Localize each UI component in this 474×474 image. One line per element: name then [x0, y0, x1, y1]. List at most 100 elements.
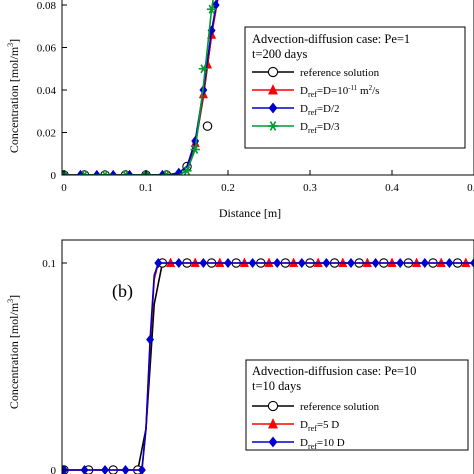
a-legend-label-part: 2: [369, 84, 373, 92]
a-series-3-point-stroke: [165, 170, 170, 175]
a-series-3-point: [141, 170, 151, 175]
a-y-tick-label: 0: [51, 170, 57, 182]
b-series-2-point: [297, 257, 306, 269]
a-x-tick-label: 0.4: [385, 182, 399, 194]
b-series-2-point: [322, 257, 331, 269]
b-series-2-point: [80, 464, 89, 474]
b-legend-label-part: =10 D: [317, 437, 345, 449]
a-series-3-point: [120, 170, 131, 175]
b-series-2-point: [248, 257, 257, 269]
a-x-tick-label: 0.3: [303, 182, 317, 194]
a-y-tick-label: 0.04: [37, 85, 57, 97]
b-series-2-point: [371, 257, 380, 269]
a-legend-marker-2: [268, 102, 278, 114]
panel-b-y-ticks: 00.1: [42, 258, 67, 474]
b-legend-marker-2: [268, 436, 278, 448]
a-series-3-point-stroke: [142, 170, 147, 175]
a-y-tick-label: 0.08: [37, 0, 57, 12]
panel-a-y-axis-label-sup: 3: [6, 43, 15, 47]
b-series-2-point: [154, 257, 163, 269]
a-legend-label-3: Dref=D/3: [300, 121, 340, 135]
b-legend-label-1: Dref=5 D: [300, 419, 339, 433]
panel-b-legend-title: Advection-diffusion case: Pe=10: [252, 364, 416, 378]
b-series-2-point: [199, 257, 208, 269]
a-series-3-point-stroke: [124, 170, 129, 175]
b-series-2-point: [445, 257, 454, 269]
panel-b-legend: Advection-diffusion case: Pe=10 t=10 day…: [245, 359, 469, 451]
a-legend-marker-0: [267, 66, 279, 78]
a-series-3-point: [79, 170, 90, 175]
a-legend-label-part: -11: [348, 84, 358, 92]
b-series-2-point: [396, 257, 405, 269]
b-legend-label-part: ref: [308, 424, 317, 433]
panel-b-chart: 00.1 (b) Concentration [mol/m3] Advectio…: [6, 239, 474, 474]
a-series-3-point-stroke: [104, 170, 109, 175]
b-series-2-point: [223, 257, 233, 269]
panel-b-tag: (b): [112, 281, 133, 302]
panel-a-frame: [61, 0, 474, 176]
b-y-tick-label: 0: [51, 465, 57, 474]
panel-b-legend-subtitle: t=10 days: [252, 379, 301, 393]
a-x-tick-label: 0.2: [221, 182, 235, 194]
b-y-tick-label: 0.1: [42, 258, 56, 270]
panel-a-y-axis-label-text: Concentration [mol/m: [7, 46, 21, 153]
a-series-3-point-stroke: [192, 145, 199, 154]
b-legend-label-part: D: [300, 437, 308, 449]
a-series-2-point: [92, 169, 101, 175]
b-legend-marker-1: [268, 418, 278, 429]
panel-b-y-axis-label: Concentration [mol/m3]: [6, 295, 21, 409]
panel-b-y-axis-label-sup: 3: [6, 299, 15, 303]
a-legend-label-part: /s: [372, 85, 379, 97]
panel-a-legend: Advection-diffusion case: Pe=1 t=200 day…: [244, 26, 466, 149]
a-series-3-point-stroke: [101, 170, 106, 175]
panel-a-plot-area: [62, 0, 220, 175]
a-series-3-point-stroke: [122, 170, 127, 175]
a-series-3-point-stroke: [83, 170, 88, 175]
a-series-3-point-stroke: [145, 170, 150, 175]
a-x-tick-label: 0.1: [139, 182, 153, 194]
a-legend-label-part: ref: [308, 90, 317, 99]
b-series-2-point: [146, 334, 155, 345]
a-legend-label-part: =D=10: [317, 85, 349, 97]
a-series-3-point-stroke: [163, 170, 168, 175]
a-series-3-point-stroke: [81, 170, 86, 175]
b-series-2-point: [273, 257, 282, 269]
a-series-3-point-stroke: [183, 166, 191, 175]
a-legend-label-part: D: [300, 103, 308, 115]
a-series-2-point: [109, 169, 118, 175]
a-legend-label-2: Dref=D/2: [300, 103, 340, 117]
panel-b-legend-box: [245, 359, 469, 451]
b-series-2-point: [121, 464, 130, 474]
b-series-2-point: [469, 257, 474, 269]
a-legend-label-part: D: [300, 121, 308, 133]
panel-a-y-ticks: 0 0.02 0.04 0.06 0.08: [37, 0, 67, 182]
b-legend-label-part: D: [300, 419, 308, 431]
b-series-group: [62, 257, 474, 474]
b-series-2-point: [174, 257, 183, 269]
a-legend-label-part: =D/3: [317, 121, 340, 133]
a-series-0-point: [202, 121, 213, 131]
a-y-tick-label: 0.06: [37, 43, 57, 55]
a-legend-label-part: =D/2: [317, 103, 340, 115]
b-series-2-point: [346, 257, 356, 269]
b-legend-label-2: Dref=10 D: [300, 437, 345, 451]
panel-a-x-ticks: 0 0.1 0.2 0.3 0.4 0.5: [61, 170, 474, 194]
b-series-2-point: [420, 257, 429, 269]
a-series-3-point-stroke: [208, 4, 215, 14]
b-series-2-point: [137, 464, 146, 474]
a-series-3-line: [64, 0, 214, 175]
a-series-3-point: [206, 4, 217, 14]
a-series-3-point-stroke: [63, 170, 68, 175]
a-legend-label-part: ref: [308, 108, 317, 117]
panel-a-y-axis-label: Concentration [mol/m3]: [6, 39, 21, 153]
b-legend-label-part: ref: [308, 442, 317, 451]
panel-b-y-axis-label-text: Concentration [mol/m: [7, 302, 21, 409]
a-series-3-point: [161, 170, 172, 175]
b-legend-label-0: reference solution: [300, 401, 380, 413]
a-legend-marker-1: [268, 84, 278, 95]
panel-a-legend-subtitle: t=200 days: [252, 47, 307, 61]
b-series-2-point: [100, 464, 110, 474]
b-legend-marker-0: [267, 400, 279, 412]
panel-a-legend-title: Advection-diffusion case: Pe=1: [252, 32, 410, 46]
